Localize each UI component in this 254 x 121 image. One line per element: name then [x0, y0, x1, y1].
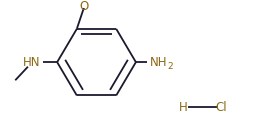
Text: H: H	[179, 101, 187, 114]
Text: 2: 2	[167, 62, 173, 71]
Text: NH: NH	[150, 56, 167, 69]
Text: HN: HN	[23, 56, 40, 69]
Text: Cl: Cl	[215, 101, 227, 114]
Text: O: O	[80, 0, 89, 13]
